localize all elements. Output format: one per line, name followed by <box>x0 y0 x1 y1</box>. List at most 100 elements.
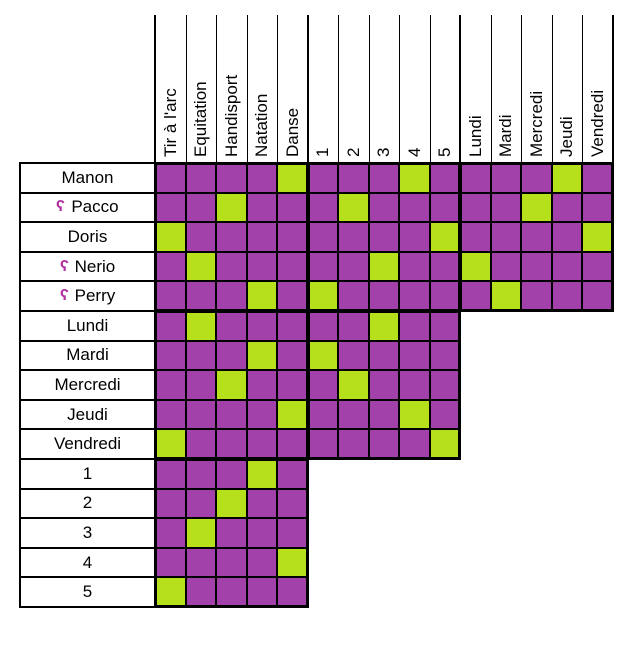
grid-cell[interactable] <box>368 222 399 252</box>
grid-cell[interactable] <box>338 340 369 371</box>
grid-cell[interactable] <box>185 429 216 459</box>
grid-cell[interactable] <box>307 340 338 371</box>
grid-cell[interactable] <box>490 222 521 252</box>
grid-cell[interactable] <box>368 251 399 282</box>
grid-cell[interactable] <box>216 459 247 489</box>
grid-cell[interactable] <box>277 488 308 519</box>
grid-cell[interactable] <box>246 192 277 223</box>
grid-cell[interactable] <box>185 340 216 371</box>
grid-cell[interactable] <box>216 429 247 459</box>
grid-cell[interactable] <box>338 281 369 311</box>
grid-cell[interactable] <box>582 251 613 282</box>
grid-cell[interactable] <box>155 281 186 311</box>
grid-cell[interactable] <box>582 163 613 193</box>
grid-cell[interactable] <box>521 222 552 252</box>
grid-cell[interactable] <box>277 577 308 607</box>
grid-cell[interactable] <box>246 311 277 341</box>
grid-cell[interactable] <box>277 222 308 252</box>
grid-cell[interactable] <box>185 459 216 489</box>
grid-cell[interactable] <box>338 251 369 282</box>
grid-cell[interactable] <box>155 399 186 430</box>
grid-cell[interactable] <box>185 311 216 341</box>
grid-cell[interactable] <box>307 281 338 311</box>
grid-cell[interactable] <box>155 251 186 282</box>
grid-cell[interactable] <box>246 429 277 459</box>
grid-cell[interactable] <box>399 340 430 371</box>
grid-cell[interactable] <box>246 340 277 371</box>
grid-cell[interactable] <box>429 429 460 459</box>
grid-cell[interactable] <box>307 251 338 282</box>
grid-cell[interactable] <box>277 163 308 193</box>
grid-cell[interactable] <box>277 459 308 489</box>
grid-cell[interactable] <box>277 192 308 223</box>
grid-cell[interactable] <box>429 222 460 252</box>
grid-cell[interactable] <box>155 577 186 607</box>
grid-cell[interactable] <box>521 192 552 223</box>
grid-cell[interactable] <box>368 429 399 459</box>
grid-cell[interactable] <box>277 340 308 371</box>
grid-cell[interactable] <box>368 370 399 400</box>
grid-cell[interactable] <box>551 192 582 223</box>
grid-cell[interactable] <box>551 222 582 252</box>
grid-cell[interactable] <box>338 399 369 430</box>
grid-cell[interactable] <box>246 488 277 519</box>
grid-cell[interactable] <box>490 281 521 311</box>
grid-cell[interactable] <box>277 429 308 459</box>
grid-cell[interactable] <box>338 311 369 341</box>
grid-cell[interactable] <box>216 281 247 311</box>
grid-cell[interactable] <box>551 281 582 311</box>
grid-cell[interactable] <box>185 281 216 311</box>
grid-cell[interactable] <box>155 370 186 400</box>
grid-cell[interactable] <box>460 192 491 223</box>
grid-cell[interactable] <box>399 251 430 282</box>
grid-cell[interactable] <box>155 340 186 371</box>
grid-cell[interactable] <box>551 251 582 282</box>
grid-cell[interactable] <box>277 311 308 341</box>
grid-cell[interactable] <box>582 281 613 311</box>
grid-cell[interactable] <box>277 399 308 430</box>
grid-cell[interactable] <box>277 281 308 311</box>
grid-cell[interactable] <box>399 370 430 400</box>
grid-cell[interactable] <box>399 311 430 341</box>
grid-cell[interactable] <box>246 370 277 400</box>
grid-cell[interactable] <box>277 518 308 548</box>
grid-cell[interactable] <box>429 192 460 223</box>
grid-cell[interactable] <box>216 222 247 252</box>
grid-cell[interactable] <box>246 518 277 548</box>
grid-cell[interactable] <box>429 251 460 282</box>
grid-cell[interactable] <box>368 192 399 223</box>
grid-cell[interactable] <box>460 251 491 282</box>
grid-cell[interactable] <box>216 399 247 430</box>
grid-cell[interactable] <box>185 518 216 548</box>
grid-cell[interactable] <box>246 459 277 489</box>
grid-cell[interactable] <box>246 251 277 282</box>
grid-cell[interactable] <box>521 281 552 311</box>
grid-cell[interactable] <box>185 399 216 430</box>
grid-cell[interactable] <box>216 311 247 341</box>
grid-cell[interactable] <box>307 429 338 459</box>
grid-cell[interactable] <box>216 518 247 548</box>
grid-cell[interactable] <box>551 163 582 193</box>
grid-cell[interactable] <box>185 577 216 607</box>
grid-cell[interactable] <box>521 163 552 193</box>
grid-cell[interactable] <box>429 311 460 341</box>
grid-cell[interactable] <box>429 370 460 400</box>
grid-cell[interactable] <box>429 340 460 371</box>
grid-cell[interactable] <box>246 547 277 578</box>
grid-cell[interactable] <box>460 281 491 311</box>
grid-cell[interactable] <box>338 429 369 459</box>
grid-cell[interactable] <box>368 163 399 193</box>
grid-cell[interactable] <box>368 311 399 341</box>
grid-cell[interactable] <box>185 192 216 223</box>
grid-cell[interactable] <box>185 222 216 252</box>
grid-cell[interactable] <box>460 222 491 252</box>
grid-cell[interactable] <box>246 577 277 607</box>
grid-cell[interactable] <box>185 488 216 519</box>
grid-cell[interactable] <box>307 222 338 252</box>
grid-cell[interactable] <box>277 370 308 400</box>
grid-cell[interactable] <box>399 192 430 223</box>
grid-cell[interactable] <box>338 163 369 193</box>
grid-cell[interactable] <box>155 518 186 548</box>
grid-cell[interactable] <box>490 192 521 223</box>
grid-cell[interactable] <box>399 222 430 252</box>
